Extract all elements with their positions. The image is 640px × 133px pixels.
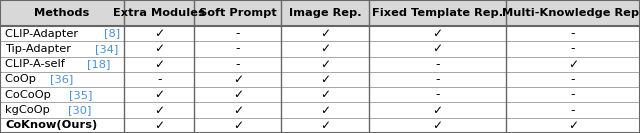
Bar <box>0 102 640 118</box>
Text: ✓: ✓ <box>154 42 164 55</box>
Bar <box>0 0 640 26</box>
Text: CoOp: CoOp <box>5 74 40 84</box>
Bar <box>0 41 640 57</box>
Text: ✓: ✓ <box>320 58 330 71</box>
Text: [34]: [34] <box>95 44 118 54</box>
Text: ✓: ✓ <box>233 73 243 86</box>
Text: CoKnow(Ours): CoKnow(Ours) <box>5 120 97 130</box>
Text: -: - <box>236 42 240 55</box>
Text: -: - <box>236 27 240 40</box>
Text: ✓: ✓ <box>320 73 330 86</box>
Text: ✓: ✓ <box>154 104 164 117</box>
Text: [18]: [18] <box>87 59 111 69</box>
Bar <box>0 118 640 133</box>
Text: ✓: ✓ <box>320 104 330 117</box>
Text: ✓: ✓ <box>154 88 164 101</box>
Text: -: - <box>571 42 575 55</box>
Bar <box>0 57 640 72</box>
Text: ✓: ✓ <box>568 58 578 71</box>
Text: ✓: ✓ <box>320 42 330 55</box>
Text: CoCoOp: CoCoOp <box>5 90 54 100</box>
Text: Image Rep.: Image Rep. <box>289 8 362 18</box>
Text: ✓: ✓ <box>320 88 330 101</box>
Text: ✓: ✓ <box>233 88 243 101</box>
Text: ✓: ✓ <box>233 104 243 117</box>
Text: ✓: ✓ <box>432 119 442 132</box>
Text: ✓: ✓ <box>154 119 164 132</box>
Text: -: - <box>571 73 575 86</box>
Text: Soft Prompt: Soft Prompt <box>199 8 276 18</box>
Text: ✓: ✓ <box>320 27 330 40</box>
Text: [36]: [36] <box>50 74 73 84</box>
Text: -: - <box>435 88 440 101</box>
Text: -: - <box>157 73 161 86</box>
Text: CLIP-Adapter: CLIP-Adapter <box>5 29 82 39</box>
Text: [8]: [8] <box>104 29 120 39</box>
Text: -: - <box>571 88 575 101</box>
Text: ✓: ✓ <box>154 27 164 40</box>
Bar <box>0 72 640 87</box>
Text: ✓: ✓ <box>432 27 442 40</box>
Text: Methods: Methods <box>35 8 90 18</box>
Text: ✓: ✓ <box>432 42 442 55</box>
Bar <box>0 26 640 41</box>
Text: [35]: [35] <box>69 90 92 100</box>
Text: Multi-Knowledge Rep.: Multi-Knowledge Rep. <box>502 8 640 18</box>
Text: ✓: ✓ <box>154 58 164 71</box>
Text: Tip-Adapter: Tip-Adapter <box>5 44 75 54</box>
Text: CLIP-A-self: CLIP-A-self <box>5 59 68 69</box>
Bar <box>0 87 640 102</box>
Text: Extra Modules: Extra Modules <box>113 8 205 18</box>
Text: kgCoOp: kgCoOp <box>5 105 54 115</box>
Text: [30]: [30] <box>68 105 91 115</box>
Text: -: - <box>435 73 440 86</box>
Text: -: - <box>571 27 575 40</box>
Text: -: - <box>435 58 440 71</box>
Text: ✓: ✓ <box>568 119 578 132</box>
Text: ✓: ✓ <box>320 119 330 132</box>
Text: -: - <box>571 104 575 117</box>
Text: ✓: ✓ <box>233 119 243 132</box>
Text: -: - <box>236 58 240 71</box>
Text: Fixed Template Rep.: Fixed Template Rep. <box>372 8 503 18</box>
Text: ✓: ✓ <box>432 104 442 117</box>
